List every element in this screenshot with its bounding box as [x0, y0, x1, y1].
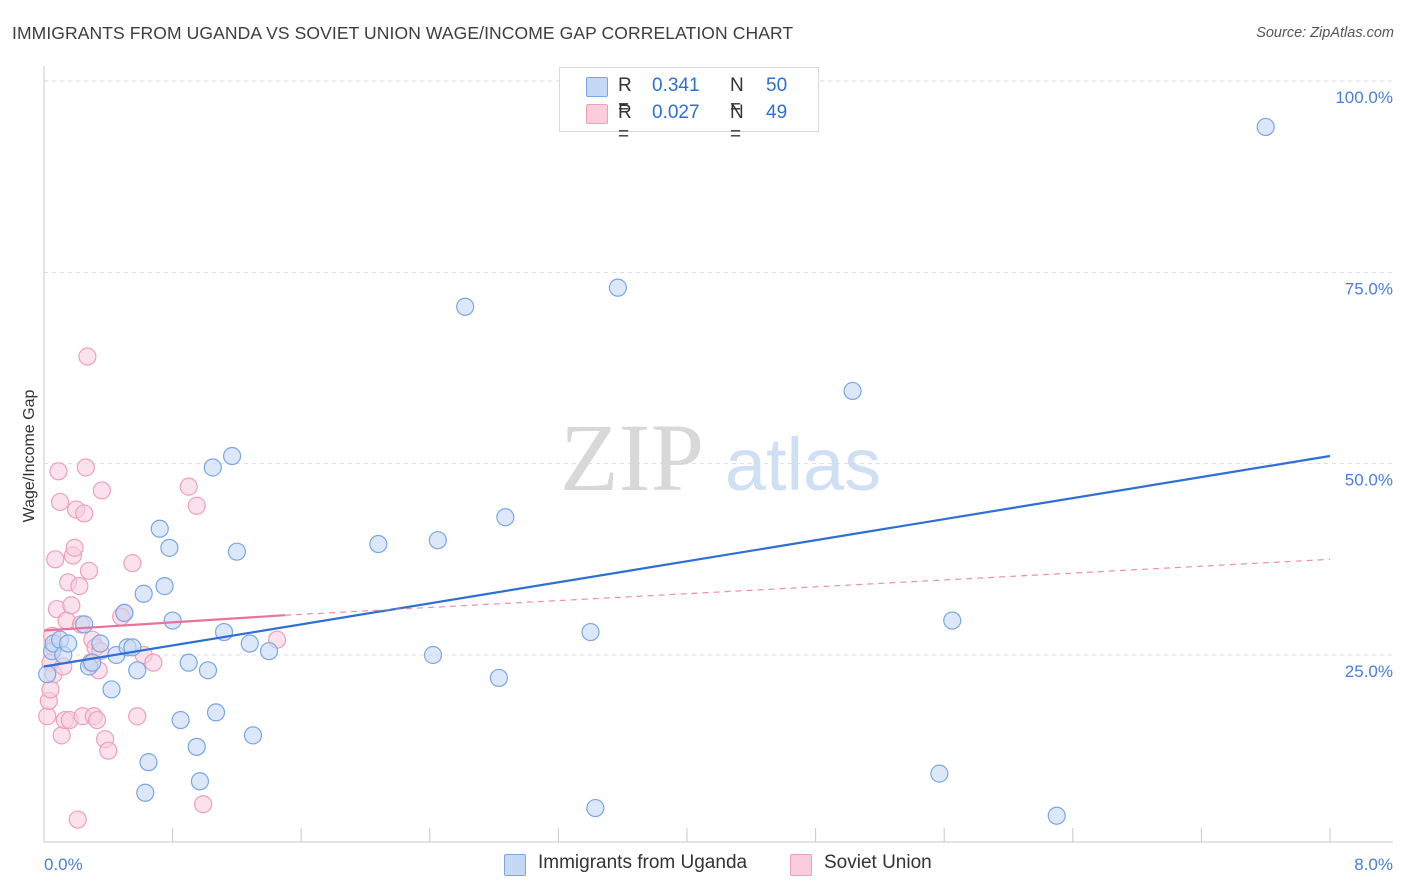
watermark: ZIP atlas: [560, 404, 881, 511]
chart-title: IMMIGRANTS FROM UGANDA VS SOVIET UNION W…: [12, 23, 794, 43]
point-uganda: [227, 542, 246, 561]
point-soviet-union: [194, 795, 213, 814]
point-uganda: [428, 531, 447, 550]
point-uganda: [369, 534, 388, 554]
trend-lines: [43, 454, 1331, 668]
point-uganda: [489, 668, 509, 688]
watermark-zip: ZIP: [560, 404, 704, 511]
legend-r-value: 0.027: [652, 102, 700, 123]
point-soviet-union: [123, 554, 142, 573]
point-soviet-union: [52, 726, 71, 745]
bottom-legend-label-soviet: Soviet Union: [824, 852, 932, 873]
point-soviet-union: [99, 741, 118, 760]
point-uganda: [155, 577, 174, 596]
y-tick-label: 50.0%: [1345, 471, 1393, 490]
point-soviet-union: [65, 538, 84, 557]
legend-r-label: R =: [618, 75, 632, 118]
trend-line-uganda: [43, 454, 1331, 668]
trend-line-soviet: [43, 614, 286, 632]
point-uganda: [75, 615, 94, 634]
point-soviet-union: [144, 653, 163, 672]
point-uganda: [187, 737, 206, 756]
point-uganda: [240, 634, 259, 653]
point-uganda: [115, 603, 134, 623]
point-soviet-union: [92, 481, 111, 500]
x-tick-label: 0.0%: [44, 855, 83, 874]
y-tick-label: 25.0%: [1345, 662, 1393, 681]
point-uganda: [150, 519, 169, 538]
y-tick-label: 75.0%: [1345, 279, 1393, 298]
trend-line-soviet-dashed: [285, 558, 1331, 616]
point-uganda: [160, 538, 179, 557]
point-uganda: [134, 584, 153, 603]
point-uganda: [930, 764, 949, 783]
point-uganda: [243, 726, 263, 745]
point-soviet-union: [79, 561, 99, 580]
point-uganda: [91, 634, 110, 653]
point-soviet-union: [62, 596, 81, 615]
point-uganda: [423, 645, 443, 665]
source-label: Source: ZipAtlas.com: [1256, 25, 1394, 41]
point-uganda: [259, 642, 279, 661]
legend-swatch-pink: [586, 104, 608, 124]
x-tick-label: 8.0%: [1354, 855, 1393, 874]
point-uganda: [171, 710, 190, 730]
stats-legend: R = 0.341 N = 50 R = 0.027 N = 49: [559, 67, 819, 145]
point-soviet-union: [187, 496, 206, 515]
point-soviet-union: [46, 550, 65, 569]
point-uganda: [206, 703, 226, 722]
point-uganda: [38, 665, 57, 684]
point-soviet-union: [49, 462, 68, 481]
point-soviet-union: [41, 680, 60, 699]
point-uganda: [136, 783, 155, 802]
point-uganda: [179, 653, 198, 672]
point-uganda: [456, 297, 475, 316]
legend-swatch-blue: [586, 77, 608, 97]
point-uganda: [222, 446, 242, 466]
legend-n-value: 49: [766, 102, 788, 123]
point-uganda: [139, 753, 158, 772]
point-soviet-union: [50, 492, 70, 512]
point-uganda: [496, 508, 515, 527]
point-uganda: [1256, 117, 1275, 137]
point-uganda: [843, 381, 862, 401]
axes: [43, 66, 1393, 843]
bottom-legend-label-uganda: Immigrants from Uganda: [538, 852, 748, 873]
point-soviet-union: [179, 477, 198, 496]
point-uganda: [102, 680, 121, 699]
point-uganda: [190, 772, 210, 791]
point-soviet-union: [68, 810, 87, 829]
point-uganda: [163, 611, 182, 630]
legend-r-label: R =: [618, 102, 632, 145]
point-uganda: [943, 611, 962, 630]
y-tick-label: 100.0%: [1335, 88, 1393, 107]
legend-n-label: N =: [730, 102, 744, 145]
point-uganda: [198, 661, 218, 680]
point-uganda: [1047, 806, 1066, 825]
point-soviet-union: [75, 504, 94, 523]
point-uganda: [203, 458, 222, 477]
series-uganda: [38, 117, 1275, 825]
legend-n-value: 50: [766, 75, 788, 96]
point-uganda: [608, 278, 627, 297]
bottom-legend-swatch-pink: [790, 854, 812, 876]
point-soviet-union: [70, 577, 89, 596]
point-uganda: [128, 661, 147, 680]
point-uganda: [59, 634, 78, 653]
legend-r-value: 0.341: [652, 75, 700, 96]
point-soviet-union: [128, 707, 147, 726]
grid: [44, 80, 1393, 656]
bottom-legend-swatch-blue: [504, 854, 526, 876]
legend-n-label: N =: [730, 75, 744, 118]
point-soviet-union: [78, 347, 97, 366]
point-soviet-union: [38, 707, 57, 726]
point-soviet-union: [87, 710, 107, 730]
point-soviet-union: [76, 458, 95, 477]
watermark-atlas: atlas: [725, 423, 881, 506]
tick-labels: 25.0% 50.0% 75.0% 100.0% 0.0% 8.0%: [44, 88, 1393, 874]
point-uganda: [586, 798, 605, 818]
point-uganda: [581, 622, 600, 642]
y-axis-label: Wage/Income Gap: [21, 390, 38, 523]
